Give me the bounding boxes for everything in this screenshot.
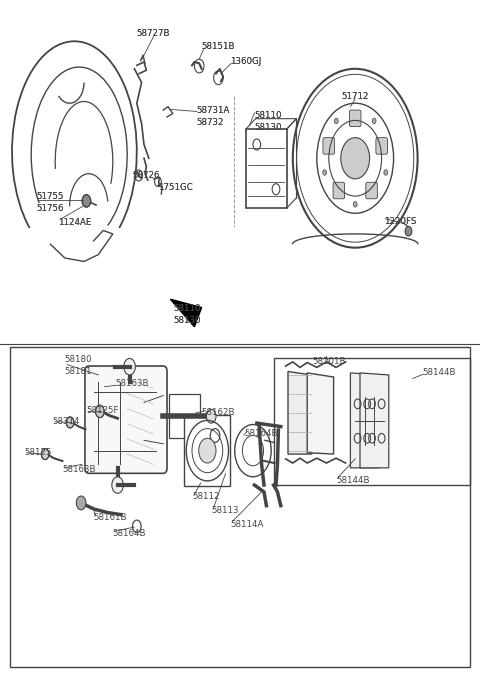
Circle shape <box>335 118 338 124</box>
Circle shape <box>82 195 91 207</box>
Bar <box>184 415 230 486</box>
Text: 1751GC: 1751GC <box>158 183 193 193</box>
Text: 1220FS: 1220FS <box>384 217 416 226</box>
Text: 51756: 51756 <box>36 204 63 213</box>
Circle shape <box>323 170 326 175</box>
Text: 58161B: 58161B <box>94 513 127 522</box>
Circle shape <box>384 170 388 175</box>
Text: 58110: 58110 <box>254 111 282 120</box>
Text: 51755: 51755 <box>36 191 63 201</box>
Text: 51712: 51712 <box>341 92 369 101</box>
Text: 58164B: 58164B <box>245 429 278 438</box>
FancyBboxPatch shape <box>349 110 361 127</box>
Circle shape <box>66 417 74 428</box>
Polygon shape <box>288 372 312 454</box>
Circle shape <box>353 202 357 207</box>
Text: 58130: 58130 <box>173 316 201 325</box>
Bar <box>246 129 287 208</box>
Circle shape <box>372 118 376 124</box>
Text: 58110: 58110 <box>173 303 201 313</box>
Circle shape <box>112 477 123 493</box>
Text: 58130: 58130 <box>254 123 282 133</box>
Circle shape <box>199 438 216 463</box>
Text: 58130: 58130 <box>173 316 201 325</box>
Text: 1360GJ: 1360GJ <box>230 57 262 67</box>
Polygon shape <box>170 299 202 327</box>
Text: 51756: 51756 <box>36 204 63 213</box>
Text: 58732: 58732 <box>197 118 224 127</box>
Text: 58151B: 58151B <box>202 42 235 52</box>
Text: 58110: 58110 <box>254 111 282 120</box>
FancyBboxPatch shape <box>85 366 167 473</box>
Text: 58181: 58181 <box>65 367 92 376</box>
Text: 58164B: 58164B <box>113 528 146 538</box>
Polygon shape <box>350 373 379 468</box>
Circle shape <box>41 449 49 460</box>
Text: 58101B: 58101B <box>312 356 346 366</box>
Text: 1751GC: 1751GC <box>158 183 193 193</box>
Text: 58163B: 58163B <box>115 379 149 389</box>
Text: 58112: 58112 <box>192 492 219 502</box>
Polygon shape <box>307 373 334 454</box>
Text: 58727B: 58727B <box>137 28 170 38</box>
Text: 58162B: 58162B <box>202 408 235 418</box>
Text: 58727B: 58727B <box>137 28 170 38</box>
FancyBboxPatch shape <box>376 138 387 154</box>
Circle shape <box>124 358 135 375</box>
Text: 58130: 58130 <box>254 123 282 133</box>
Text: 58726: 58726 <box>132 171 159 180</box>
Text: 1220FS: 1220FS <box>384 217 416 226</box>
Text: 58125: 58125 <box>24 448 51 458</box>
Circle shape <box>96 405 104 418</box>
Text: 58314: 58314 <box>53 416 80 426</box>
Circle shape <box>341 138 370 179</box>
Text: 58180: 58180 <box>65 354 92 364</box>
Text: 58113: 58113 <box>211 506 239 515</box>
Text: 58163B: 58163B <box>62 464 96 474</box>
Circle shape <box>405 226 412 236</box>
Bar <box>274 358 470 485</box>
Polygon shape <box>360 373 389 468</box>
Bar <box>10 347 470 667</box>
Circle shape <box>76 496 86 510</box>
Text: 1124AE: 1124AE <box>58 217 91 227</box>
Text: 58144B: 58144B <box>336 475 370 485</box>
Text: 58731A: 58731A <box>197 105 230 115</box>
Text: 58125F: 58125F <box>86 405 119 415</box>
Text: 58732: 58732 <box>197 118 224 127</box>
Text: 58731A: 58731A <box>197 105 230 115</box>
Text: 58114A: 58114A <box>230 519 264 529</box>
Text: 58144B: 58144B <box>422 368 456 378</box>
Text: 58110: 58110 <box>173 303 201 313</box>
Text: 58726: 58726 <box>132 171 159 180</box>
FancyBboxPatch shape <box>323 138 335 154</box>
Bar <box>169 394 200 438</box>
Circle shape <box>206 409 216 423</box>
Text: 51755: 51755 <box>36 191 63 201</box>
Text: 58151B: 58151B <box>202 42 235 52</box>
FancyBboxPatch shape <box>366 182 377 199</box>
Text: 1124AE: 1124AE <box>58 217 91 227</box>
Text: 1360GJ: 1360GJ <box>230 57 262 67</box>
Text: 51712: 51712 <box>341 92 369 101</box>
FancyBboxPatch shape <box>333 182 345 199</box>
